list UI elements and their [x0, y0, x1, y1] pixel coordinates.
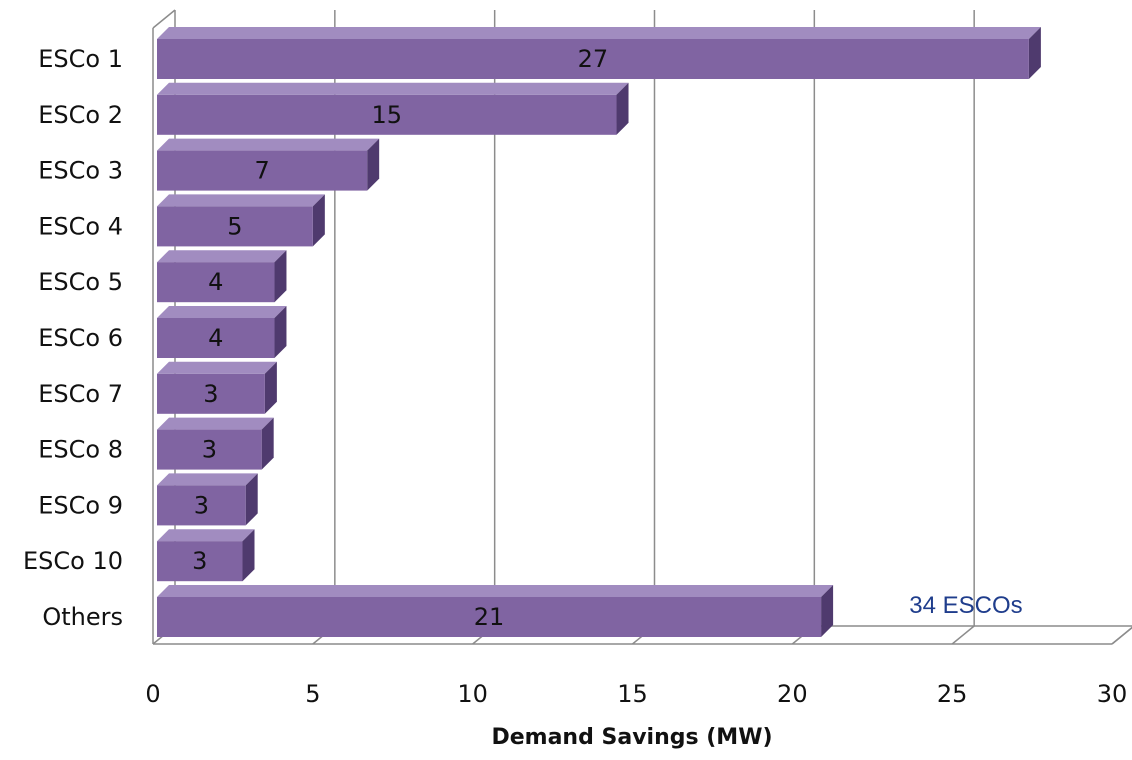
bar-top-face [157, 529, 255, 542]
frame-edge-top-left [152, 9, 176, 29]
x-tick-label: 20 [777, 680, 808, 708]
bar [157, 318, 275, 358]
x-tick-labels: 0 5 10 15 20 25 30 [145, 680, 1127, 708]
bar-data-label: 15 [371, 101, 402, 129]
x-tick-label: 10 [457, 680, 488, 708]
bar [157, 485, 246, 526]
bar-data-label: 7 [254, 157, 269, 185]
y-tick-labels: ESCo 1 ESCo 2 ESCo 3 ESCo 4 ESCo 5 ESCo 6 ESCo… [23, 45, 123, 631]
bar [157, 150, 368, 191]
bar [157, 429, 262, 470]
bar-side-face [1028, 27, 1041, 79]
y-tick-label: ESCo 10 [23, 547, 123, 575]
bar-side-face [274, 306, 287, 358]
bar [157, 541, 243, 582]
y-tick-label: ESCo 4 [38, 212, 123, 240]
bar [157, 206, 313, 247]
bar [157, 373, 265, 414]
y-tick-label: ESCo 6 [38, 324, 123, 352]
bar-side-face [367, 138, 380, 191]
bar-side-face [242, 529, 255, 582]
y-tick-label: ESCo 7 [38, 380, 123, 408]
y-tick-label: ESCo 5 [38, 268, 123, 296]
bar [157, 94, 617, 135]
bar [157, 39, 1029, 79]
bar-side-face [245, 473, 258, 526]
bar [157, 262, 275, 303]
x-tick-label: 15 [617, 680, 648, 708]
bar-top-face [157, 361, 277, 374]
y-tick-label: ESCo 8 [38, 436, 123, 464]
bar-top-face [157, 82, 629, 95]
bar-top-face [157, 473, 258, 486]
bar [157, 597, 822, 637]
bar-side-face [264, 361, 277, 414]
bar-top-face [157, 194, 325, 207]
bar-top-face [157, 138, 380, 151]
bar-data-label: 5 [227, 212, 242, 240]
bar-side-face [312, 194, 325, 247]
floor-grid-line [951, 625, 975, 645]
y-tick-label: ESCo 1 [38, 45, 123, 73]
bar-top-face [157, 417, 274, 430]
bar-data-label: 3 [194, 491, 209, 519]
y-tick-label: ESCo 9 [38, 491, 123, 519]
bar-top-face [157, 250, 287, 263]
bar-top-face [157, 27, 1041, 39]
bar-data-label: 21 [474, 603, 505, 631]
annotation-text: 34 ESCOs [909, 592, 1022, 619]
x-axis-title: Demand Savings (MW) [491, 725, 772, 750]
bar-side-face [821, 585, 834, 637]
bar-side-face [261, 417, 274, 470]
x-tick-label: 0 [145, 680, 160, 708]
bar-top-face [157, 585, 834, 597]
bar-data-label: 27 [578, 45, 609, 73]
y-tick-label: Others [42, 603, 123, 631]
bar-data-label: 4 [208, 268, 223, 296]
bar-data-label: 4 [208, 324, 223, 352]
bar-data-label: 3 [202, 436, 217, 464]
bar-side-face [616, 82, 629, 135]
x-tick-label: 5 [305, 680, 320, 708]
bars [157, 27, 1041, 637]
y-tick-label: ESCo 3 [38, 157, 123, 185]
y-tick-label: ESCo 2 [38, 101, 123, 129]
floor-grid-line [1111, 626, 1132, 645]
bar-data-label: 3 [192, 547, 207, 575]
bar-top-face [157, 306, 287, 318]
x-tick-label: 30 [1097, 680, 1128, 708]
bar-data-label: 3 [203, 380, 218, 408]
bar-side-face [274, 250, 287, 303]
x-tick-label: 25 [937, 680, 968, 708]
